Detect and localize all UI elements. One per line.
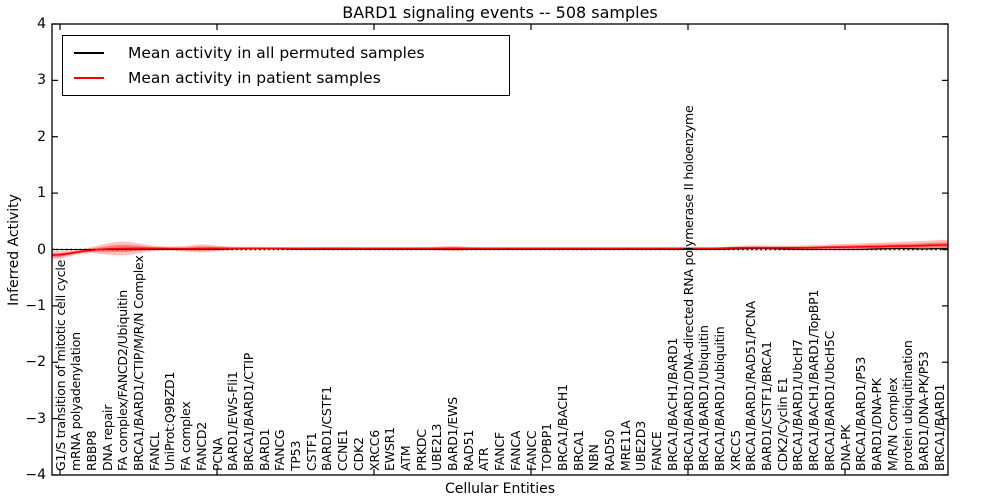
x-tick-label: BRCA1/BACH1/BARD1/TopBP1 <box>806 289 822 471</box>
y-tick-label: 1 <box>37 185 46 202</box>
x-tick-label: RAD50 <box>602 429 617 471</box>
patient-line-swatch-icon <box>74 76 104 79</box>
x-tick-label: MRE11A <box>617 420 633 471</box>
x-tick-label: TP53 <box>288 440 303 471</box>
legend-label: Mean activity in patient samples <box>128 68 381 87</box>
chart-title: BARD1 signaling events -- 508 samples <box>342 3 658 22</box>
y-tick-label: 4 <box>37 16 46 32</box>
x-tick-label: BRCA1/BARD1 <box>931 383 947 471</box>
x-tick-label: BRCA1 <box>570 430 586 471</box>
legend-item-patient: Mean activity in patient samples <box>63 69 509 87</box>
x-tick-label: BRCA1/BARD1/CTIP/M/R/N Complex <box>131 255 146 471</box>
x-tick-label: RBBP8 <box>83 430 99 471</box>
x-tick-label: BRCA1/BARD1/Ubiquitin <box>696 325 712 471</box>
x-tick-label: BARD1/CSTF1/BRCA1 <box>759 341 774 471</box>
x-tick-label: BRCA1/BARD1/UbcH7 <box>790 339 806 471</box>
x-axis-label: Cellular Entities <box>444 481 556 497</box>
legend: Mean activity in all permuted samples Me… <box>62 35 510 96</box>
x-tick-label: BRCA1/BARD1/P53 <box>853 356 869 471</box>
y-tick-label: −4 <box>25 467 46 483</box>
x-tick-label: CDK2/Cyclin E1 <box>774 377 790 471</box>
x-tick-label: CDK2 <box>350 437 366 471</box>
x-tick-label: FANCE <box>649 431 665 471</box>
x-tick-label: protein ubiquitination <box>900 340 916 471</box>
x-tick-label: XRCC5 <box>727 429 743 471</box>
permuted-line-swatch-icon <box>74 52 104 55</box>
x-tick-label: FA complex <box>178 401 194 471</box>
x-tick-label: BARD1/EWS <box>445 397 460 471</box>
x-tick-label: ATR <box>476 447 492 471</box>
x-tick-label: UBE2L3 <box>429 423 445 471</box>
x-tick-label: TOPBP1 <box>539 423 555 471</box>
x-tick-label: BRCA1/BACH1/BARD1 <box>664 337 680 471</box>
x-tick-label: CCNE1 <box>335 429 351 471</box>
x-tick-label: BARD1/EWS-Fli1 <box>225 371 241 471</box>
x-tick-label: DNA repair <box>99 404 115 471</box>
x-tick-label: ATM <box>397 445 413 471</box>
x-tick-label: M/R/N Complex <box>884 377 900 471</box>
x-tick-label: BRCA1/BARD1/RAD51/PCNA <box>743 301 759 471</box>
x-tick-label: FA complex/FANCD2/Ubiquitin <box>115 290 131 471</box>
x-tick-label: BARD1/CSTF1 <box>319 386 335 471</box>
x-tick-label: BARD1/DNA-PK <box>868 378 884 471</box>
x-tick-label: FANCD2 <box>193 421 209 471</box>
x-tick-label: DNA-PK <box>837 424 853 471</box>
x-tick-label: NBN <box>586 444 602 471</box>
x-tick-label: BARD1/DNA-PK/P53 <box>916 351 931 471</box>
x-tick-label: FANCF <box>492 432 508 471</box>
x-tick-label: mRNA polyadenylation <box>68 332 84 471</box>
x-tick-label: EWSR1 <box>382 427 398 471</box>
y-tick-label: −3 <box>25 410 46 427</box>
x-tick-label: BARD1 <box>256 428 272 471</box>
y-tick-label: 3 <box>37 72 46 89</box>
x-tick-label: FANCC <box>523 430 539 471</box>
x-tick-label: BRCA1/BACH1 <box>554 384 570 471</box>
legend-item-permuted: Mean activity in all permuted samples <box>63 44 509 62</box>
x-tick-label: PCNA <box>209 437 225 471</box>
x-tick-label: RAD51 <box>460 429 476 471</box>
x-tick-label: CSTF1 <box>303 432 319 471</box>
y-tick-label: −2 <box>25 354 46 371</box>
x-tick-label: FANCL <box>146 432 162 471</box>
y-tick-label: 2 <box>37 128 46 145</box>
x-tick-label: BRCA1/BARD1/UbcH5C <box>821 330 837 471</box>
x-tick-label: PRKDC <box>413 429 429 471</box>
y-tick-label: −1 <box>25 297 46 314</box>
x-tick-label: BRCA1/BARD1/ubiquitin <box>711 326 727 471</box>
x-tick-label: UBE2D3 <box>633 421 649 471</box>
x-tick-label: G1/S transition of mitotic cell cycle <box>52 259 68 471</box>
x-tick-label: BRCA1/BARD1/CTIP <box>240 352 256 471</box>
x-tick-label: BRCA1/BARD1/DNA-directed RNA polymerase … <box>680 105 696 471</box>
x-tick-label: FANCG <box>272 429 288 471</box>
y-tick-label: 0 <box>37 241 46 258</box>
x-tick-label: XRCC6 <box>366 429 382 471</box>
legend-label: Mean activity in all permuted samples <box>128 44 425 63</box>
x-tick-label: FANCA <box>507 430 523 471</box>
x-tick-label: UniProt:Q9BZD1 <box>162 371 178 471</box>
